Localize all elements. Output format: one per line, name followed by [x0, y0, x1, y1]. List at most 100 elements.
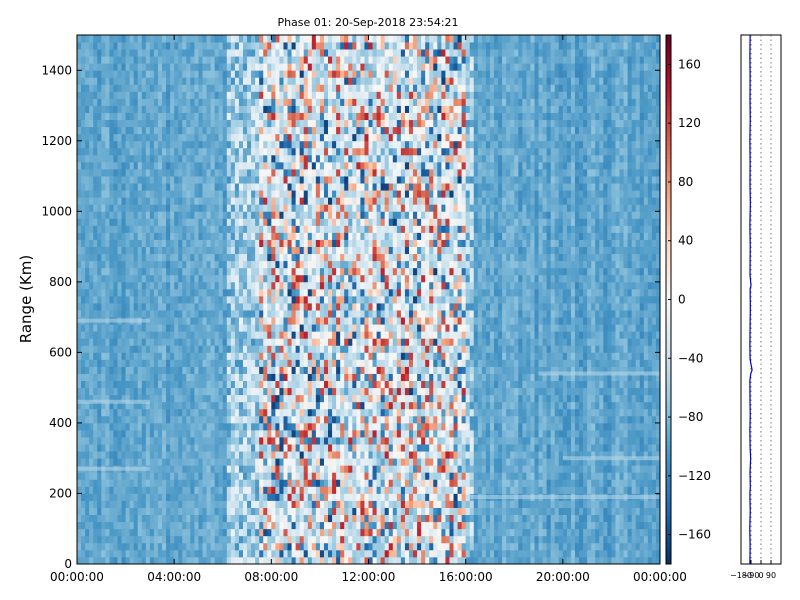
- heatmap-cell: [142, 479, 146, 486]
- heatmap-cell: [340, 465, 344, 472]
- heatmap-cell: [146, 479, 150, 486]
- heatmap-cell: [344, 416, 348, 423]
- heatmap-cell: [292, 536, 296, 543]
- heatmap-cell: [122, 522, 126, 529]
- heatmap-cell: [150, 430, 154, 437]
- heatmap-cell: [146, 550, 150, 557]
- heatmap-cell: [259, 529, 263, 536]
- heatmap-cell: [170, 331, 174, 338]
- heatmap-cell: [154, 409, 158, 416]
- heatmap-cell: [227, 395, 231, 402]
- heatmap-cell: [283, 113, 287, 120]
- heatmap-cell: [158, 240, 162, 247]
- heatmap-cell: [223, 232, 227, 239]
- heatmap-cell: [105, 282, 109, 289]
- heatmap-cell: [150, 225, 154, 232]
- heatmap-cell: [267, 225, 271, 232]
- heatmap-cell: [89, 536, 93, 543]
- heatmap-cell: [146, 268, 150, 275]
- heatmap-cell: [77, 204, 81, 211]
- heatmap-cell: [158, 515, 162, 522]
- heatmap-cell: [344, 543, 348, 550]
- heatmap-cell: [259, 134, 263, 141]
- heatmap-cell: [219, 282, 223, 289]
- heatmap-cell: [239, 141, 243, 148]
- heatmap-cell: [207, 374, 211, 381]
- heatmap-cell: [186, 134, 190, 141]
- heatmap-cell: [231, 240, 235, 247]
- heatmap-cell: [130, 98, 134, 105]
- heatmap-cell: [117, 458, 121, 465]
- heatmap-cell: [251, 91, 255, 98]
- heatmap-cell: [186, 289, 190, 296]
- heatmap-cell: [223, 247, 227, 254]
- heatmap-cell: [304, 310, 308, 317]
- heatmap-cell: [292, 338, 296, 345]
- heatmap-cell: [138, 204, 142, 211]
- heatmap-cell: [194, 247, 198, 254]
- heatmap-cell: [146, 338, 150, 345]
- heatmap-cell: [332, 84, 336, 91]
- heatmap-cell: [81, 70, 85, 77]
- heatmap-cell: [267, 190, 271, 197]
- heatmap-cell: [288, 120, 292, 127]
- heatmap-cell: [235, 317, 239, 324]
- heatmap-cell: [259, 296, 263, 303]
- heatmap-cell: [304, 261, 308, 268]
- heatmap-cell: [126, 416, 130, 423]
- heatmap-cell: [130, 501, 134, 508]
- heatmap-cell: [198, 113, 202, 120]
- heatmap-cell: [304, 296, 308, 303]
- heatmap-cell: [219, 176, 223, 183]
- heatmap-cell: [211, 338, 215, 345]
- heatmap-cell: [170, 416, 174, 423]
- heatmap-cell: [198, 416, 202, 423]
- heatmap-cell: [324, 204, 328, 211]
- heatmap-cell: [239, 218, 243, 225]
- heatmap-cell: [130, 183, 134, 190]
- heatmap-cell: [117, 211, 121, 218]
- heatmap-cell: [255, 296, 259, 303]
- heatmap-cell: [263, 381, 267, 388]
- heatmap-cell: [219, 296, 223, 303]
- heatmap-cell: [101, 324, 105, 331]
- heatmap-cell: [77, 155, 81, 162]
- heatmap-cell: [279, 317, 283, 324]
- heatmap-cell: [130, 374, 134, 381]
- heatmap-cell: [162, 204, 166, 211]
- heatmap-cell: [300, 211, 304, 218]
- heatmap-cell: [247, 324, 251, 331]
- heatmap-cell: [304, 120, 308, 127]
- heatmap-cell: [170, 296, 174, 303]
- heatmap-cell: [251, 444, 255, 451]
- heatmap-cell: [247, 359, 251, 366]
- heatmap-cell: [247, 275, 251, 282]
- heatmap-cell: [174, 42, 178, 49]
- heatmap-cell: [271, 409, 275, 416]
- heatmap-cell: [340, 268, 344, 275]
- heatmap-cell: [85, 338, 89, 345]
- heatmap-cell: [263, 240, 267, 247]
- heatmap-cell: [231, 381, 235, 388]
- heatmap-cell: [239, 557, 243, 564]
- heatmap-cell: [101, 388, 105, 395]
- heatmap-cell: [190, 402, 194, 409]
- heatmap-cell: [340, 91, 344, 98]
- heatmap-cell: [247, 543, 251, 550]
- heatmap-cell: [122, 63, 126, 70]
- heatmap-cell: [231, 416, 235, 423]
- heatmap-cell: [324, 155, 328, 162]
- heatmap-cell: [122, 338, 126, 345]
- heatmap-cell: [126, 77, 130, 84]
- heatmap-cell: [251, 120, 255, 127]
- heatmap-cell: [182, 430, 186, 437]
- heatmap-cell: [292, 98, 296, 105]
- heatmap-cell: [267, 134, 271, 141]
- heatmap-cell: [190, 282, 194, 289]
- heatmap-cell: [203, 127, 207, 134]
- heatmap-cell: [223, 148, 227, 155]
- heatmap-cell: [235, 148, 239, 155]
- heatmap-cell: [288, 56, 292, 63]
- heatmap-cell: [203, 493, 207, 500]
- heatmap-cell: [267, 508, 271, 515]
